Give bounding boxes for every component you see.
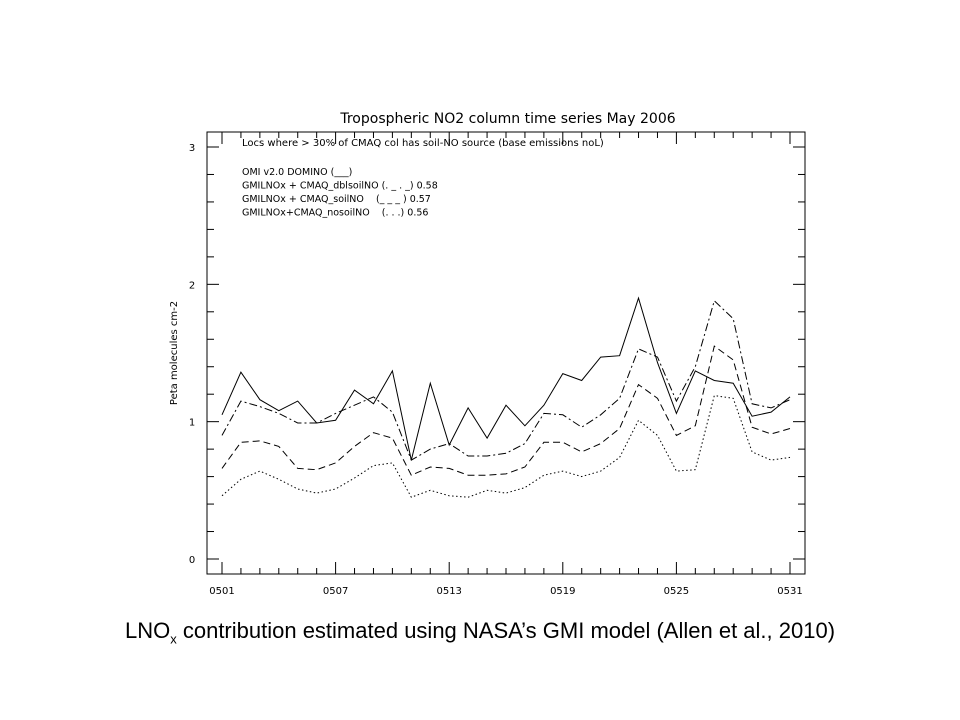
- chart-annotation: Locs where > 30% of CMAQ col has soil-NO…: [242, 138, 604, 149]
- caption-prefix: LNO: [124, 618, 171, 643]
- x-tick-label: 0501: [209, 586, 234, 597]
- x-tick-label: 0513: [436, 586, 461, 597]
- x-tick-label: 0525: [664, 586, 689, 597]
- legend-entry: GMILNOx+CMAQ_nosoilNO (. . .) 0.56: [242, 208, 428, 219]
- y-axis-label: Peta molecules cm-2: [169, 301, 180, 405]
- y-tick-label: 1: [189, 418, 195, 429]
- x-tick-labels: 0501 0507 0513 0519 0525 0531: [209, 586, 802, 597]
- series-line-dashdot: [221, 299, 791, 461]
- slide-caption: LNOx contribution estimated using NASA’s…: [0, 618, 960, 646]
- axis-ticks: [207, 132, 805, 574]
- y-tick-label: 0: [189, 555, 195, 566]
- chart-title: Tropospheric NO2 column time series May …: [339, 111, 675, 127]
- y-tick-labels: 0 1 2 3: [189, 143, 195, 566]
- x-tick-label: 0519: [550, 586, 575, 597]
- caption-subscript: x: [170, 631, 177, 647]
- x-tick-label: 0507: [323, 586, 348, 597]
- x-tick-label: 0531: [777, 586, 802, 597]
- caption-text: contribution estimated using NASA’s GMI …: [176, 618, 836, 643]
- series-line-dashed: [221, 345, 791, 476]
- series-line-dotted: [221, 395, 791, 498]
- legend-entry: GMILNOx + CMAQ_soilNO (_ _ _ ) 0.57: [242, 194, 431, 205]
- series-line-solid: [221, 296, 791, 461]
- ntwo-time-series-chart: Tropospheric NO2 column time series May …: [169, 111, 806, 597]
- legend-entry: OMI v2.0 DOMINO (___): [242, 167, 352, 178]
- y-tick-label: 3: [189, 143, 195, 154]
- legend-entry: GMILNOx + CMAQ_dblsoilNO (. _ . _) 0.58: [242, 181, 438, 192]
- series-lines: [221, 296, 791, 498]
- legend: OMI v2.0 DOMINO (___) GMILNOx + CMAQ_dbls…: [242, 167, 438, 219]
- y-tick-label: 2: [189, 280, 195, 291]
